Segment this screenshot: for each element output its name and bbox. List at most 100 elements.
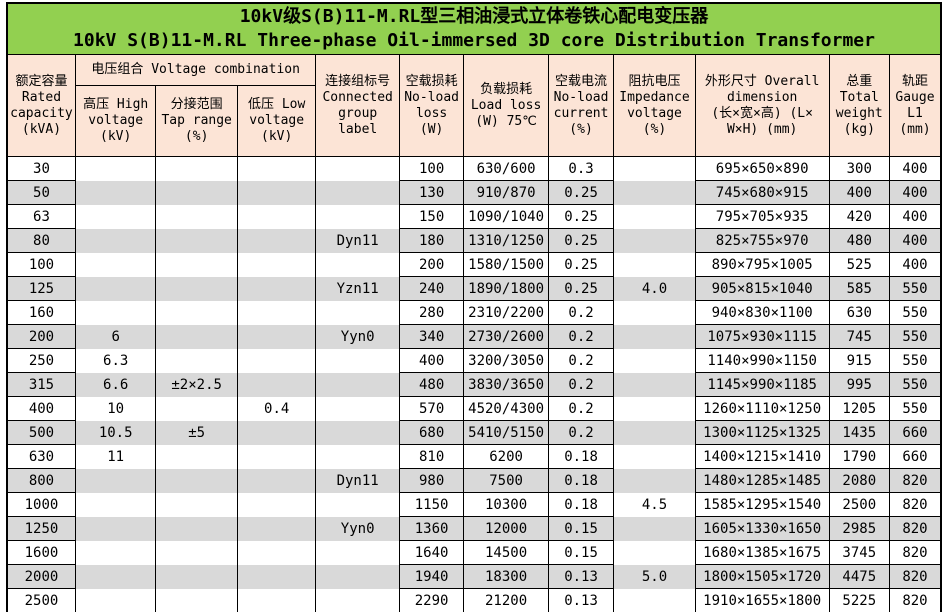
- table-row: 125 Yzn11 240 1890/1800 0.25 4.0 905×815×1040 5…: [6, 276, 942, 301]
- cell-rated-capacity: 1600: [6, 540, 76, 565]
- col-header-connected-group: 连接组标号 Connected group label: [315, 54, 400, 157]
- cell-no-load-current: 0.25: [547, 204, 615, 229]
- table-row: 2000 1940 18300 0.13 5.0 1800×1505×1720 4475 82…: [6, 564, 942, 589]
- cell-impedance-voltage: [613, 396, 696, 421]
- cell-no-load-current: 0.2: [547, 396, 615, 421]
- cell-total-weight: 2985: [828, 516, 890, 541]
- table-row: 1600 1640 14500 0.15 1680×1385×1675 3745 820: [6, 540, 942, 565]
- cell-rated-capacity: 800: [6, 468, 76, 493]
- cell-no-load-loss: 1150: [398, 492, 465, 517]
- cell-connected-group: [315, 588, 400, 612]
- cell-total-weight: 1435: [828, 420, 890, 445]
- cell-tap-range: ±5: [155, 420, 238, 445]
- cell-dimension: 1480×1285×1485: [694, 468, 830, 493]
- cell-total-weight: 3745: [828, 540, 890, 565]
- cell-gauge: 820: [888, 468, 942, 493]
- cell-no-load-loss: 100: [398, 156, 465, 181]
- col-header-no-load-current: 空载电流 No-load current (%): [547, 54, 615, 157]
- cell-high-voltage: [74, 228, 157, 253]
- cell-rated-capacity: 160: [6, 300, 76, 325]
- cell-total-weight: 4475: [828, 564, 890, 589]
- cell-total-weight: 1790: [828, 444, 890, 469]
- cell-tap-range: [155, 156, 238, 181]
- cell-high-voltage: [74, 180, 157, 205]
- cell-no-load-current: 0.13: [547, 588, 615, 612]
- cell-gauge: 820: [888, 540, 942, 565]
- cell-dimension: 1145×990×1185: [694, 372, 830, 397]
- col-header-high-voltage: 高压 High voltage (kV): [74, 85, 157, 157]
- cell-impedance-voltage: [613, 252, 696, 277]
- cell-impedance-voltage: [613, 228, 696, 253]
- cell-impedance-voltage: [613, 156, 696, 181]
- cell-gauge: 660: [888, 420, 942, 445]
- cell-rated-capacity: 50: [6, 180, 76, 205]
- cell-rated-capacity: 630: [6, 444, 76, 469]
- cell-low-voltage: [236, 372, 317, 397]
- cell-tap-range: [155, 516, 238, 541]
- cell-tap-range: [155, 252, 238, 277]
- cell-no-load-current: 0.25: [547, 276, 615, 301]
- cell-no-load-loss: 1940: [398, 564, 465, 589]
- cell-no-load-loss: 980: [398, 468, 465, 493]
- cell-connected-group: Yzn11: [315, 276, 400, 301]
- cell-total-weight: 2500: [828, 492, 890, 517]
- cell-no-load-loss: 150: [398, 204, 465, 229]
- cell-tap-range: [155, 228, 238, 253]
- table-row: 100 200 1580/1500 0.25 890×795×1005 525 400: [6, 252, 942, 277]
- title-chinese: 10kV级S(B)11-M.RL型三相油浸式立体卷铁心配电变压器: [239, 6, 709, 27]
- cell-rated-capacity: 315: [6, 372, 76, 397]
- cell-load-loss: 6200: [463, 444, 549, 469]
- cell-dimension: 695×650×890: [694, 156, 830, 181]
- cell-no-load-current: 0.25: [547, 180, 615, 205]
- cell-tap-range: [155, 180, 238, 205]
- cell-tap-range: [155, 468, 238, 493]
- cell-gauge: 400: [888, 180, 942, 205]
- cell-gauge: 550: [888, 324, 942, 349]
- cell-high-voltage: 6: [74, 324, 157, 349]
- cell-no-load-current: 0.18: [547, 468, 615, 493]
- cell-gauge: 400: [888, 252, 942, 277]
- cell-no-load-current: 0.25: [547, 252, 615, 277]
- cell-no-load-current: 0.2: [547, 300, 615, 325]
- cell-no-load-loss: 180: [398, 228, 465, 253]
- cell-rated-capacity: 125: [6, 276, 76, 301]
- cell-total-weight: 745: [828, 324, 890, 349]
- cell-rated-capacity: 100: [6, 252, 76, 277]
- table-row: 63 150 1090/1040 0.25 795×705×935 420 400: [6, 204, 942, 229]
- cell-low-voltage: [236, 492, 317, 517]
- cell-high-voltage: 6.6: [74, 372, 157, 397]
- cell-no-load-loss: 810: [398, 444, 465, 469]
- cell-no-load-current: 0.13: [547, 564, 615, 589]
- cell-impedance-voltage: [613, 324, 696, 349]
- cell-tap-range: [155, 324, 238, 349]
- cell-no-load-current: 0.2: [547, 348, 615, 373]
- cell-high-voltage: [74, 300, 157, 325]
- cell-dimension: 1585×1295×1540: [694, 492, 830, 517]
- cell-tap-range: [155, 204, 238, 229]
- cell-no-load-current: 0.18: [547, 492, 615, 517]
- table-row: 800 Dyn11 980 7500 0.18 1480×1285×1485 2080 820: [6, 468, 942, 493]
- cell-impedance-voltage: 4.5: [613, 492, 696, 517]
- table-title: 10kV级S(B)11-M.RL型三相油浸式立体卷铁心配电变压器 10kV S(…: [6, 2, 942, 55]
- cell-low-voltage: [236, 276, 317, 301]
- table-row: 400 10 0.4 570 4520/4300 0.2 1260×1110×1250 120…: [6, 396, 942, 421]
- cell-total-weight: 1205: [828, 396, 890, 421]
- cell-dimension: 1260×1110×1250: [694, 396, 830, 421]
- cell-rated-capacity: 250: [6, 348, 76, 373]
- table-row: 630 11 810 6200 0.18 1400×1215×1410 1790 660: [6, 444, 942, 469]
- cell-dimension: 1910×1655×1800: [694, 588, 830, 612]
- cell-gauge: 550: [888, 300, 942, 325]
- col-header-gauge: 轨距 Gauge L1 (mm): [888, 54, 942, 157]
- table-body: 30 100 630/600 0.3 695×650×890 300 400 50 130 910…: [6, 156, 942, 612]
- col-header-rated-capacity: 额定容量 Rated capacity (kVA): [6, 54, 76, 157]
- cell-impedance-voltage: [613, 540, 696, 565]
- cell-impedance-voltage: [613, 180, 696, 205]
- cell-total-weight: 915: [828, 348, 890, 373]
- cell-dimension: 1075×930×1115: [694, 324, 830, 349]
- cell-connected-group: [315, 420, 400, 445]
- cell-high-voltage: [74, 204, 157, 229]
- table-row: 250 6.3 400 3200/3050 0.2 1140×990×1150 915 550: [6, 348, 942, 373]
- cell-impedance-voltage: 5.0: [613, 564, 696, 589]
- header-row-2: 高压 High voltage (kV) 分接范围 Tap range (%) …: [7, 85, 941, 157]
